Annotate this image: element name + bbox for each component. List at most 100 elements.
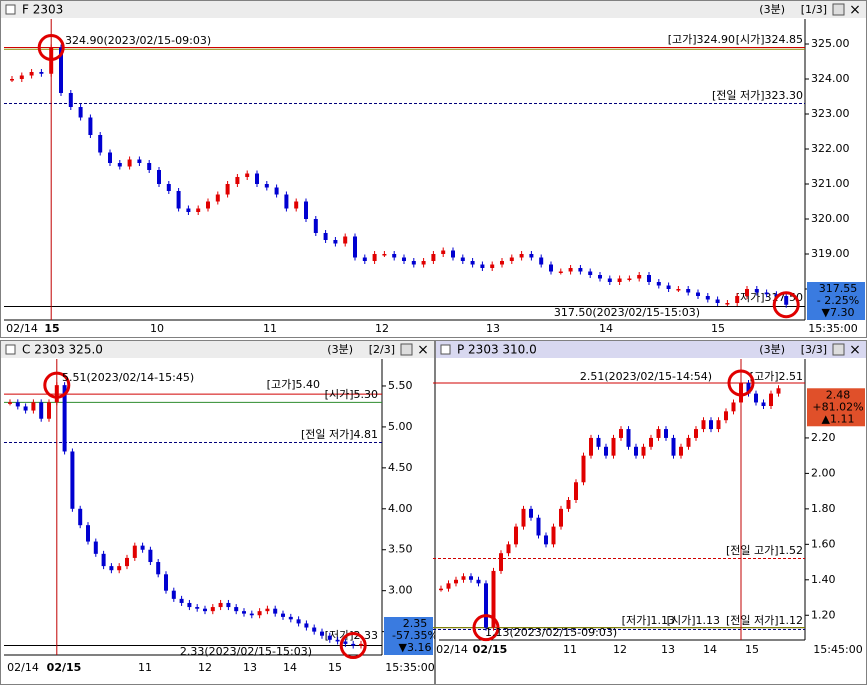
- panel-frame: [0, 0, 867, 338]
- candle: [454, 579, 458, 584]
- level-label: [시가]5.30: [325, 388, 378, 401]
- candle: [117, 163, 122, 167]
- highlight-circle: [727, 369, 755, 397]
- candle: [598, 275, 602, 279]
- x-tick-label: 02/14: [436, 643, 468, 656]
- candle: [274, 187, 279, 195]
- y-tick-label: 1.80: [811, 502, 836, 515]
- high-note: 5.51(2023/02/14-15:45): [62, 371, 194, 384]
- candle: [694, 429, 698, 438]
- settings-button[interactable]: [832, 3, 845, 16]
- candle: [686, 437, 691, 447]
- interval: (3분): [759, 343, 785, 356]
- candle: [627, 278, 632, 280]
- x-tick-label: 14: [703, 643, 717, 656]
- candle: [265, 608, 270, 612]
- candle: [461, 576, 466, 580]
- x-tick-label: 15:45:00: [813, 643, 862, 656]
- current-price: 2.35: [403, 617, 428, 630]
- candle: [559, 508, 563, 527]
- title-bar: [436, 341, 866, 358]
- settings-button[interactable]: [832, 343, 845, 356]
- candle: [117, 566, 122, 571]
- candle: [59, 47, 63, 93]
- candle: [521, 508, 526, 527]
- y-tick-label: 322.00: [811, 142, 850, 155]
- candle: [509, 257, 514, 261]
- close-button[interactable]: ×: [417, 342, 429, 358]
- candle: [439, 588, 443, 591]
- candle: [353, 236, 357, 258]
- candle: [745, 289, 749, 296]
- x-tick-label: 10: [150, 322, 164, 335]
- candle: [8, 402, 12, 404]
- candle: [132, 545, 137, 558]
- candle: [333, 240, 338, 244]
- candle: [568, 268, 573, 272]
- candle: [451, 250, 455, 258]
- candle: [676, 289, 681, 291]
- candle: [709, 420, 713, 430]
- candle: [774, 294, 779, 296]
- candle: [98, 135, 103, 153]
- settings-button[interactable]: [400, 343, 413, 356]
- x-tick-label: 12: [613, 643, 627, 656]
- candle: [764, 292, 769, 295]
- candle: [607, 278, 612, 282]
- candle: [225, 184, 230, 195]
- low-note: 2.33(2023/02/15-15:03): [180, 645, 312, 658]
- candle: [506, 544, 511, 554]
- x-tick-label: 11: [138, 661, 152, 674]
- x-tick-label: 11: [563, 643, 577, 656]
- candle: [581, 455, 586, 483]
- candle: [705, 296, 710, 300]
- candle: [536, 517, 541, 536]
- candle: [127, 159, 132, 167]
- candle: [476, 579, 481, 584]
- candle: [255, 173, 259, 184]
- candle: [156, 562, 161, 575]
- candle: [148, 549, 153, 563]
- candle: [206, 201, 210, 209]
- current-price: 2.48: [826, 388, 851, 401]
- highlight-circle: [37, 34, 65, 61]
- candle: [596, 437, 601, 447]
- close-button[interactable]: ×: [849, 342, 861, 358]
- checkbox[interactable]: [5, 4, 16, 15]
- y-tick-label: 324.00: [811, 72, 850, 85]
- panel-frame: [0, 340, 435, 685]
- x-tick-label: 02/14: [6, 322, 38, 335]
- y-tick-label: 5.00: [388, 420, 413, 433]
- current-change-pct: -57.35%: [392, 629, 438, 642]
- candle: [529, 508, 533, 518]
- y-tick-label: 5.50: [388, 379, 413, 392]
- panel-title: F 2303: [22, 3, 63, 17]
- candle: [754, 393, 758, 403]
- current-change-pct: +81.02%: [812, 400, 863, 413]
- x-tick-label: 12: [198, 661, 212, 674]
- level-label: [전일 저가]323.30: [712, 88, 803, 102]
- candle: [686, 289, 691, 293]
- level-label: [전일 고가]1.52: [726, 543, 803, 557]
- close-button[interactable]: ×: [849, 2, 861, 18]
- candle: [604, 446, 608, 456]
- candle: [294, 201, 299, 209]
- candle: [470, 261, 475, 265]
- candle: [551, 526, 556, 545]
- candle: [157, 170, 161, 184]
- checkbox[interactable]: [5, 344, 16, 355]
- candle: [715, 299, 720, 303]
- x-tick-label: 15: [328, 661, 342, 674]
- candle: [39, 72, 44, 74]
- candle: [619, 429, 623, 438]
- candle: [234, 607, 239, 612]
- y-tick-label: 1.60: [811, 537, 836, 550]
- current-price-box: [807, 282, 865, 320]
- candle: [140, 545, 145, 550]
- current-price-box: [807, 388, 865, 427]
- candle: [68, 93, 73, 107]
- level-label: [전일 저가]4.81: [301, 427, 378, 441]
- checkbox[interactable]: [440, 344, 451, 355]
- current-change: ▲1.11: [822, 412, 855, 425]
- page-indicator: [2/3]: [369, 343, 395, 356]
